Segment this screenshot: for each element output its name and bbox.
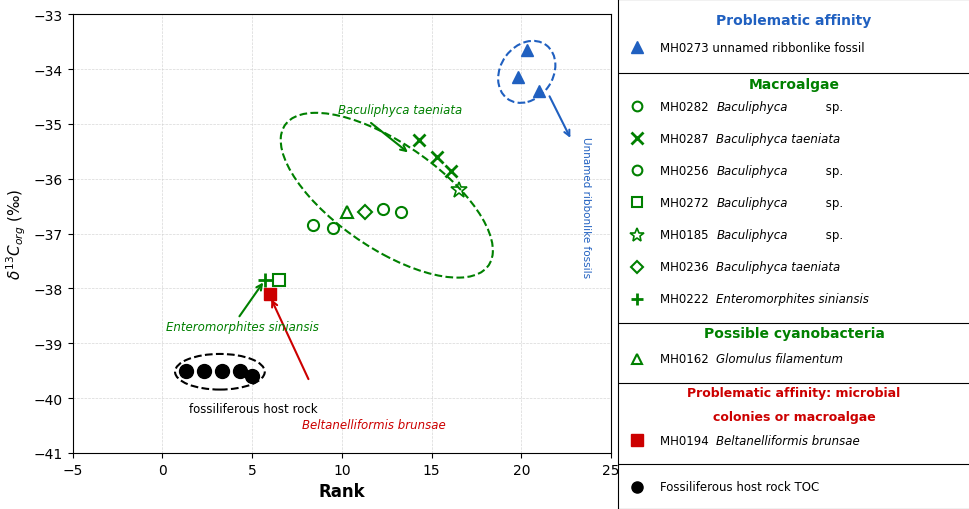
Text: MH0272: MH0272 [660, 196, 712, 210]
Text: Enteromorphites siniansis: Enteromorphites siniansis [716, 293, 868, 306]
Text: MH0222: MH0222 [660, 293, 712, 306]
Text: Unnamed ribbonlike fossils: Unnamed ribbonlike fossils [580, 136, 590, 277]
Text: MH0282: MH0282 [660, 100, 712, 114]
Y-axis label: $\delta^{13}C_{org}$ (‰): $\delta^{13}C_{org}$ (‰) [5, 189, 28, 279]
Text: MH0162: MH0162 [660, 352, 712, 365]
Text: MH0185: MH0185 [660, 229, 711, 242]
X-axis label: Rank: Rank [318, 482, 365, 500]
Text: Baculiphyca: Baculiphyca [716, 229, 787, 242]
Text: fossiliferous host rock: fossiliferous host rock [189, 402, 318, 415]
Text: MH0194: MH0194 [660, 434, 712, 447]
Text: MH0236: MH0236 [660, 261, 712, 274]
Text: Baculiphyca taeniata: Baculiphyca taeniata [716, 132, 840, 146]
Text: Baculiphyca: Baculiphyca [716, 100, 787, 114]
Text: sp.: sp. [822, 164, 842, 178]
Text: Problematic affinity: microbial: Problematic affinity: microbial [687, 386, 899, 399]
Text: Possible cyanobacteria: Possible cyanobacteria [703, 327, 884, 341]
Text: sp.: sp. [822, 100, 842, 114]
Text: MH0287: MH0287 [660, 132, 712, 146]
Text: MH0273 unnamed ribbonlike fossil: MH0273 unnamed ribbonlike fossil [660, 42, 864, 55]
Text: Baculiphyca: Baculiphyca [716, 196, 787, 210]
Text: MH0256: MH0256 [660, 164, 712, 178]
Text: Beltanelliformis brunsae: Beltanelliformis brunsae [302, 418, 446, 432]
Text: Baculiphyca: Baculiphyca [716, 164, 787, 178]
Text: Beltanelliformis brunsae: Beltanelliformis brunsae [716, 434, 860, 447]
Text: Macroalgae: Macroalgae [748, 77, 838, 91]
Text: Problematic affinity: Problematic affinity [715, 14, 871, 28]
Text: Fossiliferous host rock TOC: Fossiliferous host rock TOC [660, 480, 819, 493]
Text: sp.: sp. [822, 196, 842, 210]
Text: colonies or macroalgae: colonies or macroalgae [712, 410, 874, 422]
Text: Glomulus filamentum: Glomulus filamentum [716, 352, 843, 365]
Text: Baculiphyca taeniata: Baculiphyca taeniata [716, 261, 840, 274]
Text: sp.: sp. [822, 229, 842, 242]
Text: Enteromorphites siniansis: Enteromorphites siniansis [166, 320, 319, 333]
Text: Baculiphyca taeniata: Baculiphyca taeniata [338, 104, 462, 117]
